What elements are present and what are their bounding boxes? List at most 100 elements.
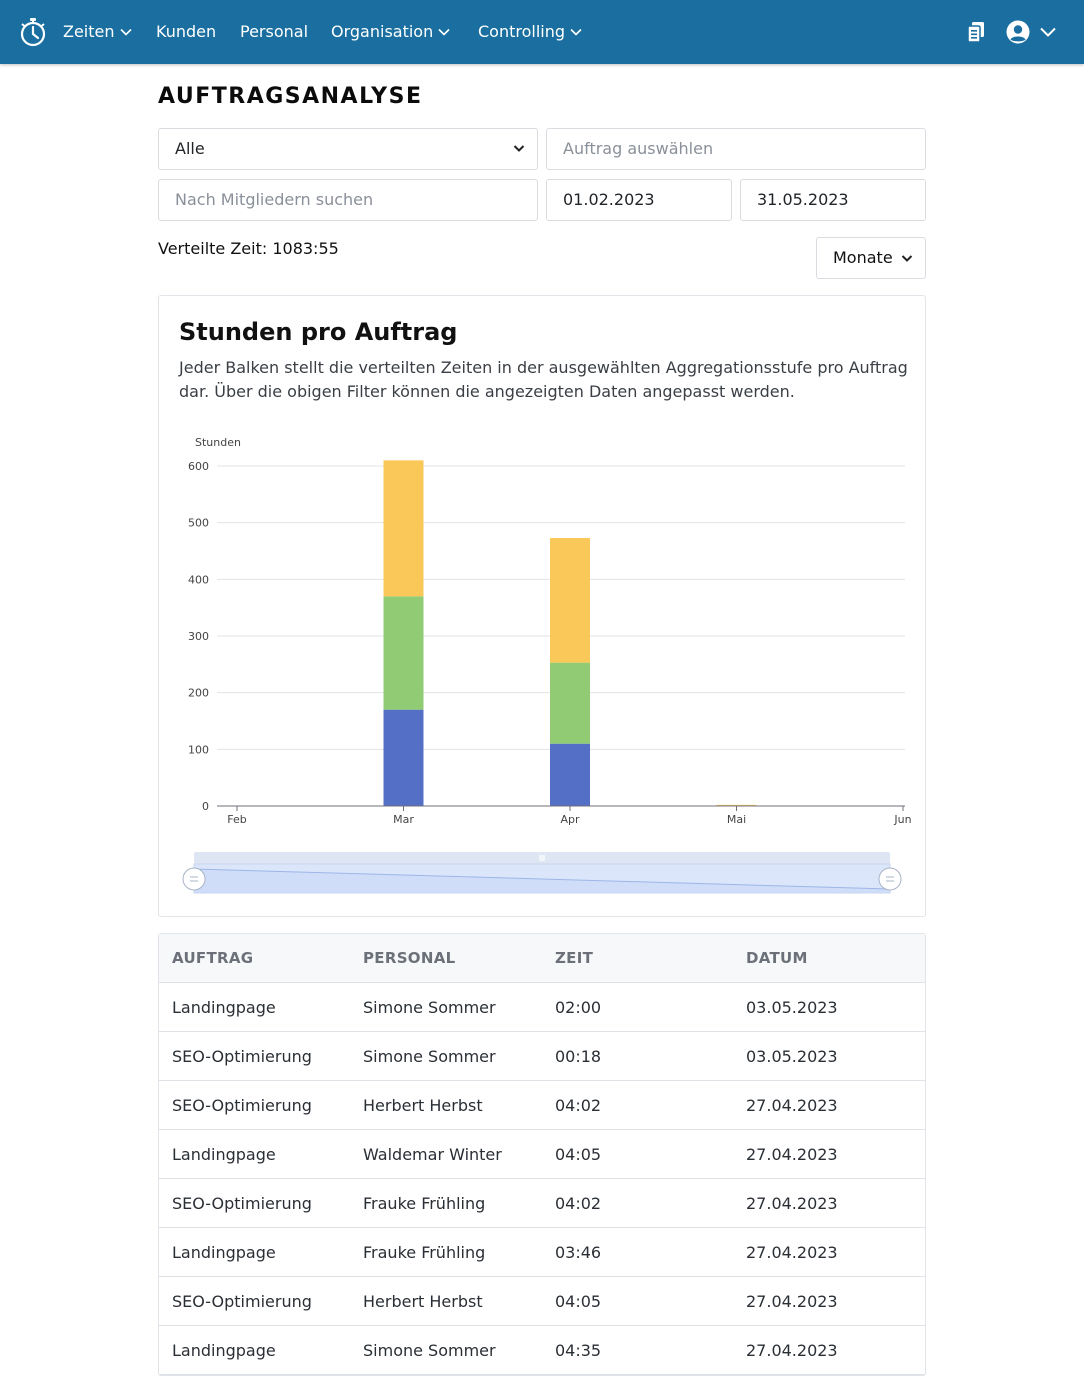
y-tick-label: 300 <box>188 630 209 643</box>
cell-zeit: 04:05 <box>555 1292 602 1311</box>
chevron-down-icon <box>119 28 132 36</box>
table-row[interactable]: SEO-Optimierung Herbert Herbst 04:05 27.04.… <box>159 1277 925 1326</box>
bar-segment <box>716 804 757 806</box>
cell-personal: Simone Sommer <box>363 998 496 1017</box>
column-header-zeit[interactable]: ZEIT <box>555 949 594 967</box>
bar-segment <box>550 743 590 806</box>
datazoom-handle[interactable] <box>182 867 206 891</box>
table-row[interactable]: Landingpage Frauke Frühling 03:46 27.04.202… <box>159 1228 925 1277</box>
clipboard-icon[interactable] <box>966 21 986 43</box>
member-search-field[interactable] <box>158 179 538 221</box>
x-tick-label: Apr <box>560 813 580 826</box>
auftrag-select[interactable]: Auftrag auswählen <box>546 128 926 170</box>
nav-kunden[interactable]: Kunden <box>156 20 216 44</box>
cell-datum: 27.04.2023 <box>746 1243 838 1262</box>
x-tick-label: Jun <box>893 813 911 826</box>
verteilte-zeit-summary: Verteilte Zeit: 1083:55 <box>158 239 339 258</box>
cell-zeit: 04:35 <box>555 1341 602 1360</box>
table-header: AUFTRAG PERSONAL ZEIT DATUM <box>159 934 925 983</box>
bar-segment <box>383 709 424 806</box>
chevron-down-icon <box>513 145 525 152</box>
nav-personal-label: Personal <box>240 22 309 41</box>
cell-personal: Frauke Frühling <box>363 1243 486 1262</box>
date-to-field[interactable]: 31.05.2023 <box>740 179 926 221</box>
date-from-value: 01.02.2023 <box>563 190 655 209</box>
datazoom-line <box>193 868 891 890</box>
y-tick-label: 600 <box>188 460 209 473</box>
column-header-auftrag[interactable]: AUFTRAG <box>172 949 254 967</box>
table-row[interactable]: SEO-Optimierung Herbert Herbst 04:02 27.04.… <box>159 1081 925 1130</box>
nav-personal[interactable]: Personal <box>240 20 308 44</box>
chart-card: Stunden pro Auftrag Jeder Balken stellt … <box>158 295 926 917</box>
cell-auftrag: SEO-Optimierung <box>172 1047 312 1066</box>
table-body: Landingpage Simone Sommer 02:00 03.05.2023 S… <box>159 983 925 1375</box>
table-row[interactable]: SEO-Optimierung Frauke Frühling 04:02 27.04… <box>159 1179 925 1228</box>
chevron-down-icon[interactable] <box>1040 27 1056 37</box>
aggregation-select[interactable]: Monate <box>816 237 926 279</box>
stacked-bar-chart: Stunden 0 100 200 300 400 500 600 Feb Mar Apr Mai Ju… <box>182 436 912 894</box>
cell-datum: 27.04.2023 <box>746 1096 838 1115</box>
y-tick-label: 400 <box>188 573 209 586</box>
auftrag-select-placeholder: Auftrag auswählen <box>563 139 714 158</box>
cell-auftrag: Landingpage <box>172 1341 276 1360</box>
cell-datum: 03.05.2023 <box>746 1047 838 1066</box>
cell-zeit: 04:02 <box>555 1096 602 1115</box>
table-row[interactable]: Landingpage Simone Sommer 02:00 03.05.2023 <box>159 983 925 1032</box>
x-tick-label: Feb <box>227 813 246 826</box>
user-circle-icon[interactable] <box>1006 20 1030 44</box>
date-from-field[interactable]: 01.02.2023 <box>546 179 732 221</box>
category-select-value: Alle <box>175 139 205 158</box>
bar-segment <box>550 662 590 744</box>
cell-datum: 27.04.2023 <box>746 1341 838 1360</box>
cell-auftrag: SEO-Optimierung <box>172 1194 312 1213</box>
nav-zeiten[interactable]: Zeiten <box>63 20 132 44</box>
datazoom-area <box>194 869 890 893</box>
y-axis-label: Stunden <box>195 436 241 449</box>
nav-kunden-label: Kunden <box>156 22 217 41</box>
top-navbar: Zeiten Kunden Personal Organisation Cont… <box>0 0 1084 64</box>
aggregation-select-value: Monate <box>833 248 893 267</box>
table-row[interactable]: Landingpage Simone Sommer 04:35 27.04.2023 <box>159 1326 925 1375</box>
cell-zeit: 02:00 <box>555 998 602 1017</box>
member-search-input[interactable] <box>175 180 537 219</box>
chevron-down-icon <box>901 255 913 262</box>
y-tick-label: 0 <box>202 800 209 813</box>
cell-auftrag: SEO-Optimierung <box>172 1096 312 1115</box>
page-title: AUFTRAGSANALYSE <box>158 84 423 109</box>
cell-personal: Herbert Herbst <box>363 1096 483 1115</box>
nav-controlling-label: Controlling <box>478 22 566 41</box>
chevron-down-icon <box>438 28 450 36</box>
cell-personal: Waldemar Winter <box>363 1145 502 1164</box>
bar-segment <box>383 596 424 710</box>
table-row[interactable]: Landingpage Waldemar Winter 04:05 27.04.202… <box>159 1130 925 1179</box>
y-tick-label: 100 <box>188 743 209 756</box>
table-row[interactable]: SEO-Optimierung Simone Sommer 00:18 03.05.2… <box>159 1032 925 1081</box>
cell-zeit: 04:05 <box>555 1145 602 1164</box>
column-header-datum[interactable]: DATUM <box>746 949 808 967</box>
datazoom-handle[interactable] <box>878 867 902 891</box>
cell-personal: Frauke Frühling <box>363 1194 486 1213</box>
y-tick-label: 200 <box>188 687 209 700</box>
x-tick-label: Mar <box>393 813 414 826</box>
cell-zeit: 04:02 <box>555 1194 602 1213</box>
cell-zeit: 03:46 <box>555 1243 602 1262</box>
cell-auftrag: SEO-Optimierung <box>172 1292 312 1311</box>
cell-personal: Simone Sommer <box>363 1341 496 1360</box>
x-tick-label: Mai <box>727 813 746 826</box>
column-header-personal[interactable]: PERSONAL <box>363 949 456 967</box>
cell-datum: 27.04.2023 <box>746 1292 838 1311</box>
cell-datum: 27.04.2023 <box>746 1194 838 1213</box>
stopwatch-logo-icon[interactable] <box>18 16 48 48</box>
nav-organisation[interactable]: Organisation <box>331 20 450 44</box>
chevron-down-icon <box>570 28 582 36</box>
date-to-value: 31.05.2023 <box>757 190 849 209</box>
category-select[interactable]: Alle <box>158 128 538 170</box>
nav-zeiten-label: Zeiten <box>63 22 115 41</box>
cell-auftrag: Landingpage <box>172 998 276 1017</box>
cell-personal: Herbert Herbst <box>363 1292 483 1311</box>
y-tick-label: 500 <box>188 517 209 530</box>
cell-datum: 03.05.2023 <box>746 998 838 1017</box>
cell-zeit: 00:18 <box>555 1047 602 1066</box>
cell-auftrag: Landingpage <box>172 1145 276 1164</box>
nav-controlling[interactable]: Controlling <box>478 20 582 44</box>
